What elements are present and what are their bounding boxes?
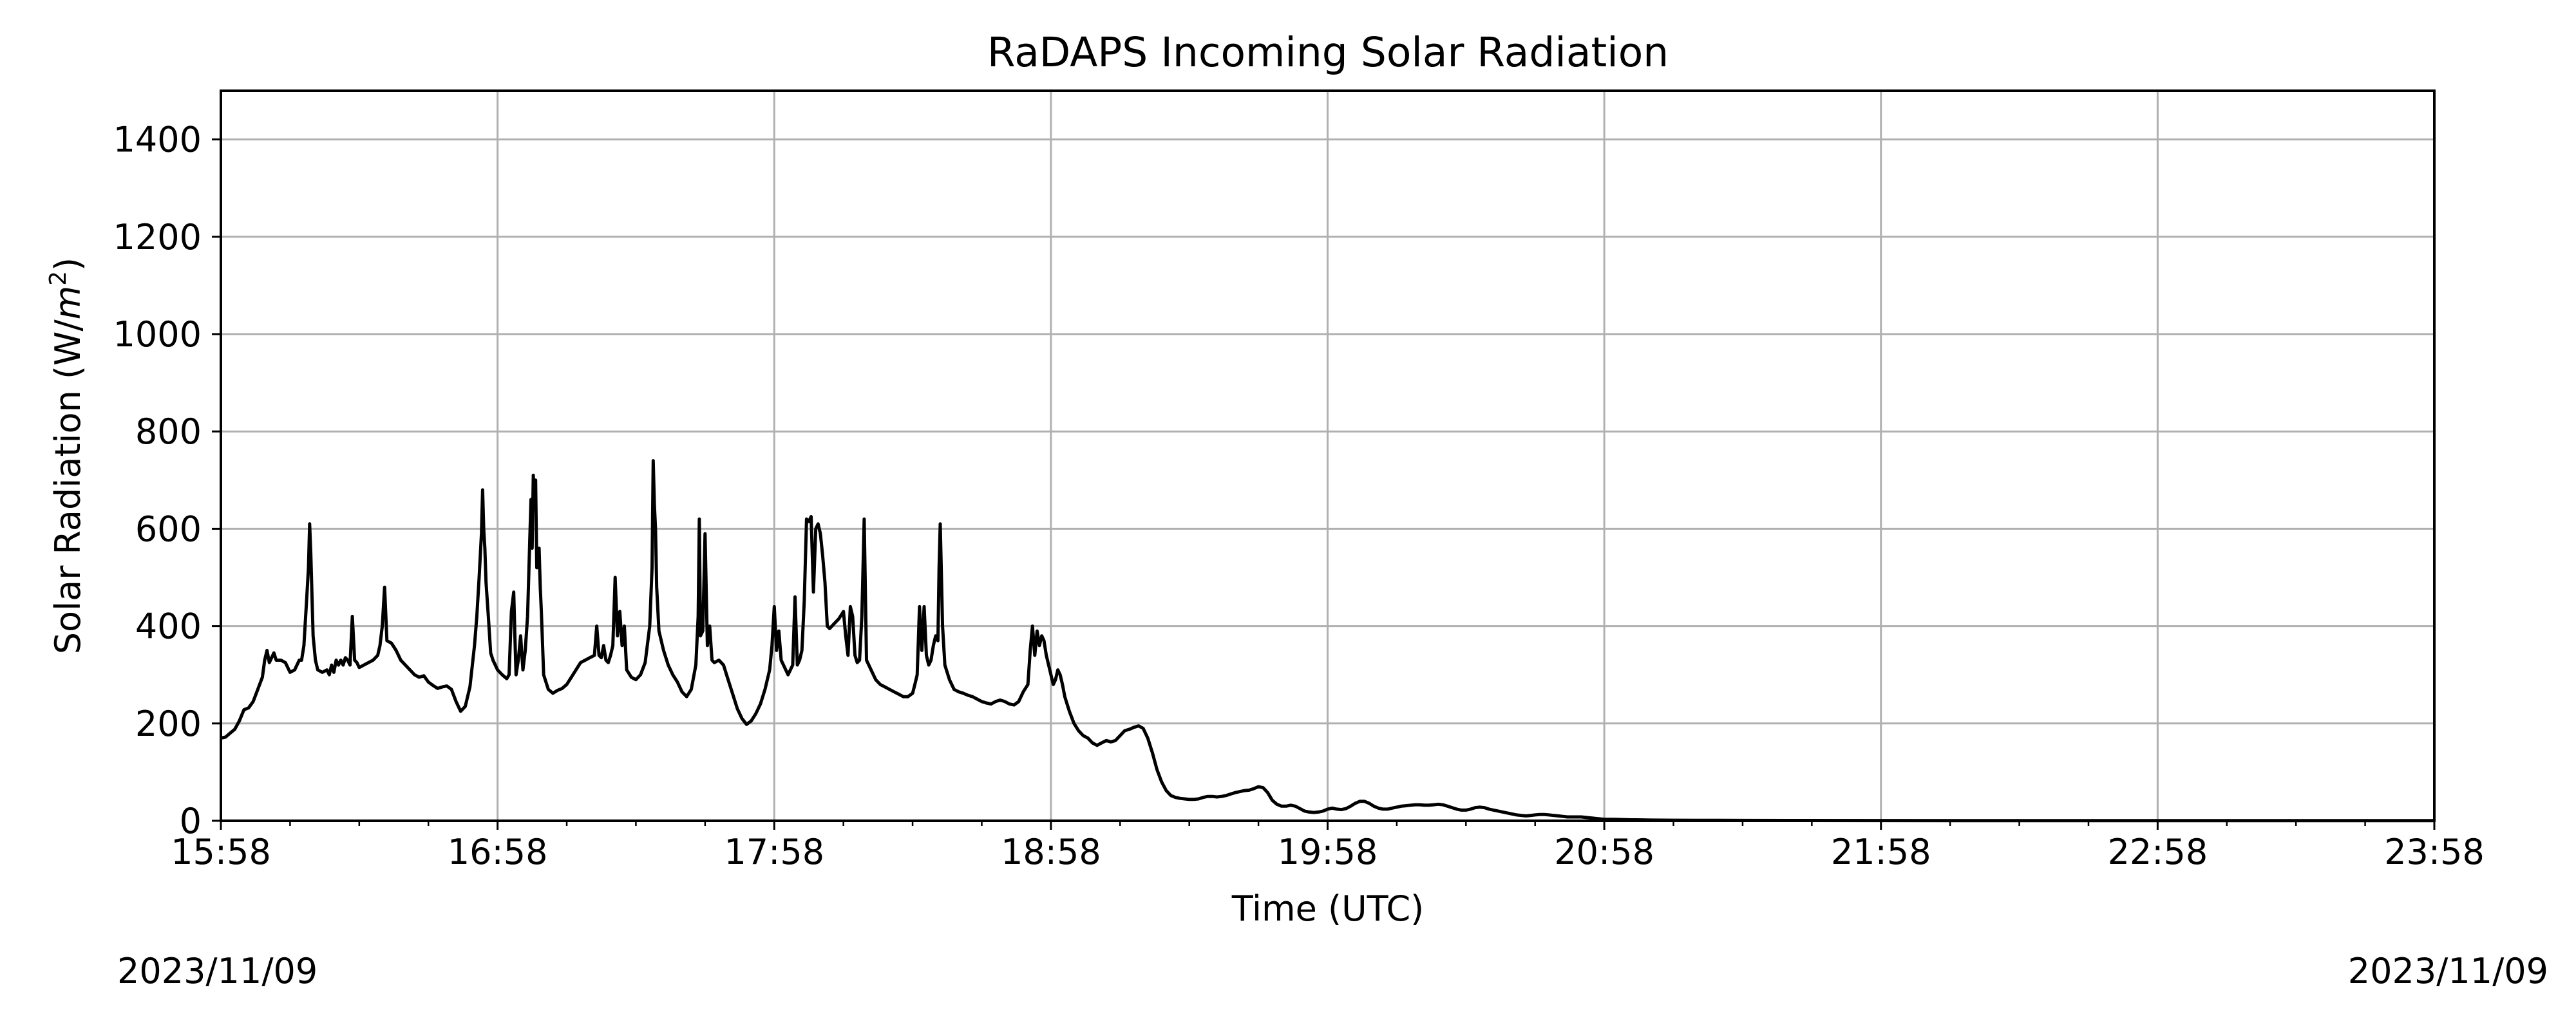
x-axis-label: Time (UTC) (1231, 888, 1425, 929)
y-tick-label: 200 (135, 704, 202, 744)
start-date-label: 2023/11/09 (117, 951, 318, 991)
y-axis-label-text: Solar Radiation (W/ (48, 319, 88, 655)
end-date-label: 2023/11/09 (2347, 951, 2548, 991)
x-tick-label: 21:58 (1831, 832, 1931, 872)
grid-lines (220, 91, 2436, 822)
solar-radiation-series-line (220, 459, 2434, 823)
y-axis-label-unit: m (48, 286, 88, 320)
x-tick-label: 15:58 (171, 832, 271, 872)
x-tick-label: 23:58 (2384, 832, 2485, 872)
x-tick-label: 18:58 (1001, 832, 1101, 872)
y-tick-label: 400 (135, 606, 202, 647)
data-line-layer (220, 459, 2434, 823)
y-tick-label: 1200 (113, 217, 202, 258)
y-tick-label: 0 (180, 801, 202, 841)
x-tick-label: 20:58 (1554, 832, 1654, 872)
x-tick-label: 16:58 (448, 832, 548, 872)
x-tick-label: 19:58 (1278, 832, 1378, 872)
x-tick-label: 17:58 (724, 832, 824, 872)
y-tick-label: 1000 (113, 314, 202, 355)
y-tick-label: 1400 (113, 120, 202, 160)
y-axis-label-exponent: 2 (45, 271, 71, 286)
y-tick-label: 600 (135, 509, 202, 549)
y-axis-label-close: ) (48, 258, 88, 271)
x-tick-label: 22:58 (2108, 832, 2208, 872)
y-tick-label: 800 (135, 411, 202, 452)
y-axis-label: Solar Radiation (W/m2) (45, 258, 88, 654)
chart-title: RaDAPS Incoming Solar Radiation (987, 29, 1669, 76)
axis-ticks: 0 200 400 600 800 1000 1200 1400 15:58 16:58 17:58… (113, 120, 2485, 872)
